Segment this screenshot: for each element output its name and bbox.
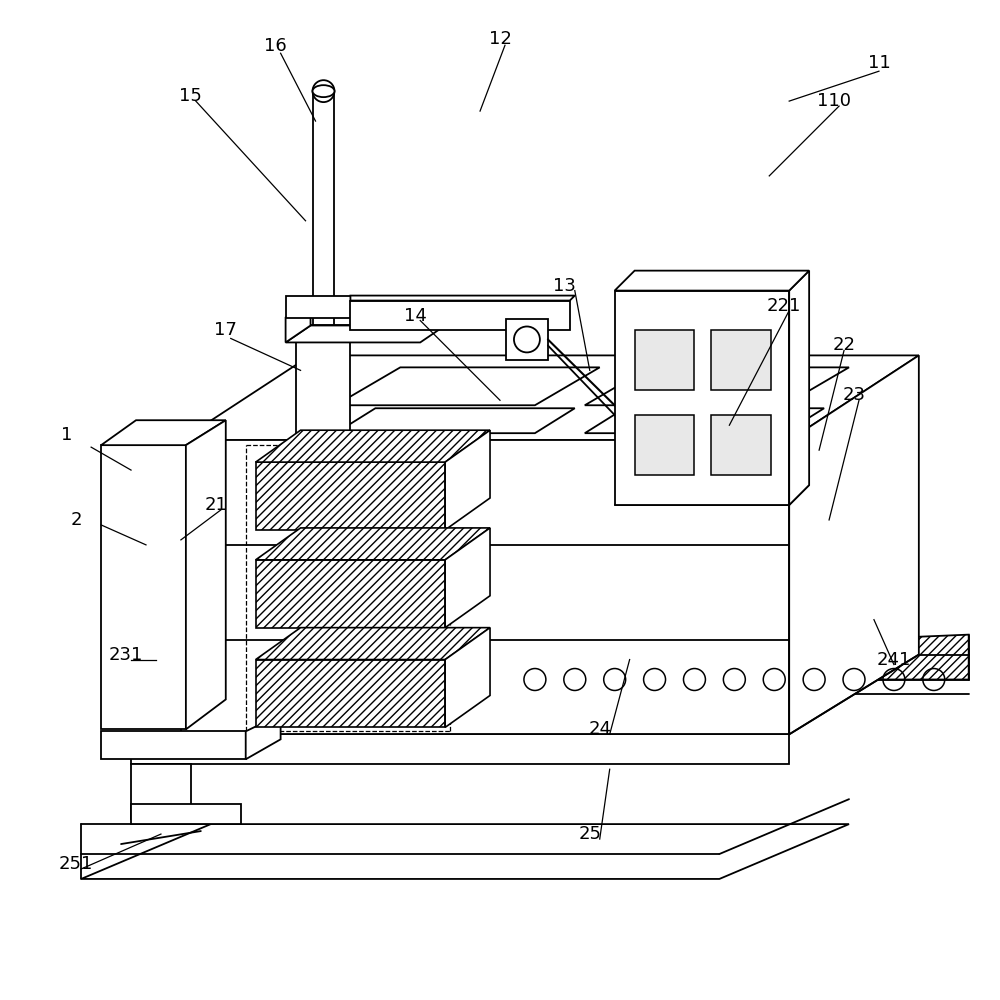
Bar: [635, 415, 694, 475]
Text: 14: 14: [404, 307, 427, 325]
Polygon shape: [500, 635, 969, 680]
Polygon shape: [445, 430, 490, 530]
Text: 110: 110: [817, 92, 851, 110]
Bar: [286, 296, 420, 318]
Text: 12: 12: [489, 30, 511, 48]
Polygon shape: [101, 445, 186, 729]
Polygon shape: [256, 430, 490, 462]
Bar: [711, 330, 771, 390]
Polygon shape: [445, 628, 490, 727]
Text: 16: 16: [264, 37, 287, 55]
Text: 11: 11: [868, 54, 890, 72]
Text: 2: 2: [70, 511, 82, 529]
Bar: [313, 91, 334, 325]
Bar: [131, 764, 191, 819]
Polygon shape: [256, 660, 445, 727]
Text: 21: 21: [204, 496, 227, 514]
Bar: [350, 301, 570, 330]
Text: 13: 13: [553, 277, 576, 295]
Polygon shape: [286, 301, 311, 342]
Polygon shape: [256, 628, 490, 660]
Bar: [506, 319, 548, 360]
Bar: [131, 804, 241, 824]
Polygon shape: [615, 271, 809, 291]
Bar: [635, 330, 694, 390]
Text: 22: 22: [833, 336, 856, 354]
Text: 231: 231: [109, 646, 143, 664]
Polygon shape: [335, 367, 600, 405]
Bar: [615, 291, 789, 505]
Polygon shape: [445, 528, 490, 628]
Text: 24: 24: [588, 720, 611, 738]
Polygon shape: [335, 408, 575, 433]
Text: 17: 17: [214, 321, 237, 339]
Text: 1: 1: [61, 426, 72, 444]
Polygon shape: [286, 325, 445, 342]
Polygon shape: [186, 420, 226, 729]
Polygon shape: [789, 271, 809, 505]
Text: 221: 221: [767, 297, 801, 315]
Polygon shape: [101, 731, 246, 759]
Text: 241: 241: [877, 651, 911, 669]
Polygon shape: [181, 355, 919, 440]
Bar: [296, 325, 350, 440]
Polygon shape: [585, 408, 824, 433]
Polygon shape: [585, 367, 849, 405]
Polygon shape: [256, 560, 445, 628]
Polygon shape: [256, 528, 490, 560]
Polygon shape: [350, 296, 575, 301]
Text: 251: 251: [59, 855, 93, 873]
Polygon shape: [615, 485, 809, 505]
Polygon shape: [131, 734, 789, 764]
Polygon shape: [256, 462, 445, 530]
Polygon shape: [81, 824, 849, 879]
Polygon shape: [246, 714, 281, 759]
Bar: [711, 415, 771, 475]
Polygon shape: [789, 355, 919, 734]
Polygon shape: [101, 420, 226, 445]
Ellipse shape: [313, 85, 334, 97]
Text: 15: 15: [179, 87, 202, 105]
Text: 23: 23: [843, 386, 866, 404]
Text: 25: 25: [578, 825, 601, 843]
Polygon shape: [181, 440, 789, 734]
